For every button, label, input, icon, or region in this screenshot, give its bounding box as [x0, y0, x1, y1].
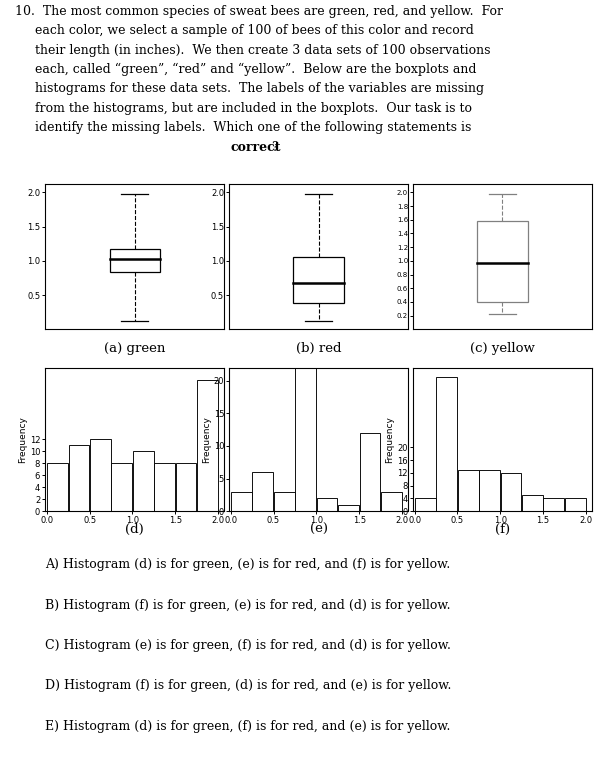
Bar	[501, 473, 522, 511]
Bar	[543, 499, 564, 511]
Bar	[295, 348, 316, 511]
Bar	[479, 470, 500, 511]
Text: (c) yellow: (c) yellow	[470, 343, 535, 355]
Text: E) Histogram (d) is for green, (f) is for red, and (e) is for yellow.: E) Histogram (d) is for green, (f) is fo…	[45, 720, 451, 733]
Text: (f): (f)	[495, 523, 510, 535]
Bar	[522, 495, 543, 511]
Text: from the histograms, but are included in the boxplots.  Our task is to: from the histograms, but are included in…	[15, 102, 472, 114]
Bar	[90, 439, 111, 511]
Bar	[109, 249, 160, 273]
Bar	[436, 377, 457, 511]
Bar	[415, 499, 436, 511]
Bar	[154, 463, 175, 511]
Text: C) Histogram (e) is for green, (f) is for red, and (d) is for yellow.: C) Histogram (e) is for green, (f) is fo…	[45, 639, 451, 652]
Text: each color, we select a sample of 100 of bees of this color and record: each color, we select a sample of 100 of…	[15, 24, 474, 38]
Text: each, called “green”, “red” and “yellow”.  Below are the boxplots and: each, called “green”, “red” and “yellow”…	[15, 63, 477, 76]
Text: identify the missing labels.  Which one of the following statements is: identify the missing labels. Which one o…	[15, 122, 471, 134]
Text: D) Histogram (f) is for green, (d) is for red, and (e) is for yellow.: D) Histogram (f) is for green, (d) is fo…	[45, 680, 451, 692]
Y-axis label: Frequency: Frequency	[386, 416, 395, 463]
Bar	[274, 492, 294, 511]
Bar	[252, 472, 273, 511]
Text: (d): (d)	[125, 523, 144, 535]
Text: (a) green: (a) green	[104, 343, 165, 355]
Bar	[359, 433, 380, 511]
Bar	[565, 499, 585, 511]
Y-axis label: Frequency: Frequency	[18, 416, 27, 463]
Text: their length (in inches).  We then create 3 data sets of 100 observations: their length (in inches). We then create…	[15, 44, 490, 56]
Bar	[381, 492, 401, 511]
Text: ?: ?	[271, 140, 278, 154]
Bar	[293, 257, 344, 303]
Text: B) Histogram (f) is for green, (e) is for red, and (d) is for yellow.: B) Histogram (f) is for green, (e) is fo…	[45, 598, 451, 612]
Bar	[111, 463, 132, 511]
Text: 10.  The most common species of sweat bees are green, red, and yellow.  For: 10. The most common species of sweat bee…	[15, 5, 503, 18]
Bar	[231, 492, 252, 511]
Text: A) Histogram (d) is for green, (e) is for red, and (f) is for yellow.: A) Histogram (d) is for green, (e) is fo…	[45, 558, 450, 571]
Text: histograms for these data sets.  The labels of the variables are missing: histograms for these data sets. The labe…	[15, 82, 484, 96]
Bar	[317, 498, 338, 511]
Y-axis label: Frequency: Frequency	[202, 416, 211, 463]
Bar	[197, 379, 218, 511]
Bar	[69, 445, 90, 511]
Bar	[133, 452, 154, 511]
Text: (e): (e)	[310, 523, 328, 535]
Bar	[477, 221, 528, 302]
Text: (b) red: (b) red	[296, 343, 341, 355]
Text: correct: correct	[230, 140, 281, 154]
Bar	[458, 470, 478, 511]
Bar	[175, 463, 197, 511]
Bar	[338, 505, 359, 511]
Bar	[47, 463, 68, 511]
